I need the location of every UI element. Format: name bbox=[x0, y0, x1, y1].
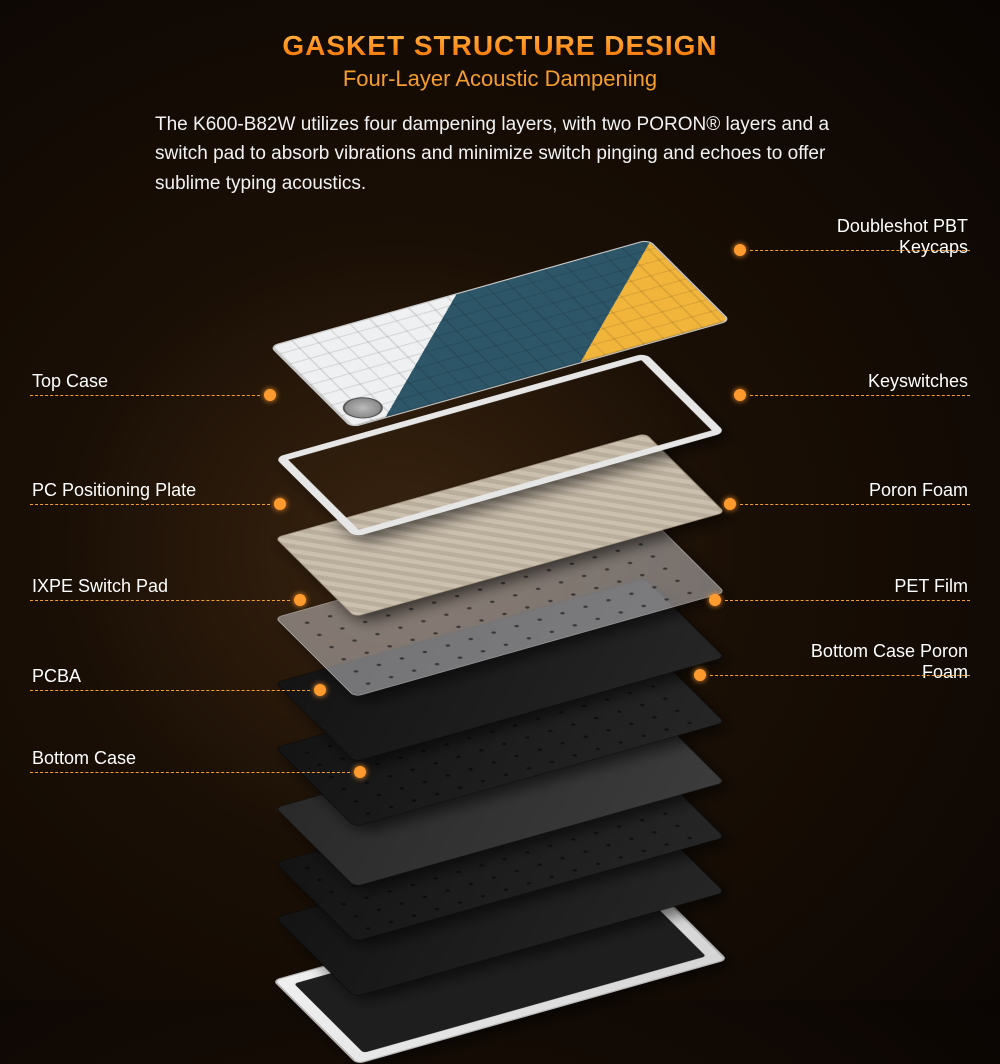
leader-line bbox=[30, 690, 310, 691]
leader-line bbox=[30, 504, 270, 505]
callout-top-case: Top Case bbox=[32, 371, 108, 392]
marker-dot bbox=[314, 684, 326, 696]
callout-ixpe-switch-pad: IXPE Switch Pad bbox=[32, 576, 168, 597]
marker-dot bbox=[274, 498, 286, 510]
leader-line bbox=[30, 600, 290, 601]
marker-dot bbox=[694, 669, 706, 681]
marker-dot bbox=[724, 498, 736, 510]
leader-line bbox=[710, 675, 970, 676]
marker-dot bbox=[734, 389, 746, 401]
leader-line bbox=[725, 600, 970, 601]
leader-line bbox=[30, 772, 350, 773]
marker-dot bbox=[264, 389, 276, 401]
exploded-diagram bbox=[0, 230, 1000, 1000]
leader-line bbox=[30, 395, 260, 396]
callout-pc-positioning-plate: PC Positioning Plate bbox=[32, 480, 196, 501]
callout-keyswitches: Keyswitches bbox=[868, 371, 968, 392]
callout-pcba: PCBA bbox=[32, 666, 81, 687]
callout-poron-foam: Poron Foam bbox=[869, 480, 968, 501]
callout-pet-film: PET Film bbox=[894, 576, 968, 597]
marker-dot bbox=[354, 766, 366, 778]
marker-dot bbox=[734, 244, 746, 256]
main-title: GASKET STRUCTURE DESIGN bbox=[0, 30, 1000, 62]
description-text: The K600-B82W utilizes four dampening la… bbox=[75, 110, 925, 198]
marker-dot bbox=[709, 594, 721, 606]
callout-bottom-case-poron-foam: Bottom Case Poron Foam bbox=[778, 641, 968, 683]
leader-line bbox=[750, 395, 970, 396]
marker-dot bbox=[294, 594, 306, 606]
leader-line bbox=[740, 504, 970, 505]
callout-doubleshot-pbt-keycaps: Doubleshot PBT Keycaps bbox=[778, 216, 968, 258]
leader-line bbox=[750, 250, 970, 251]
callout-bottom-case: Bottom Case bbox=[32, 748, 136, 769]
subtitle: Four-Layer Acoustic Dampening bbox=[0, 66, 1000, 92]
